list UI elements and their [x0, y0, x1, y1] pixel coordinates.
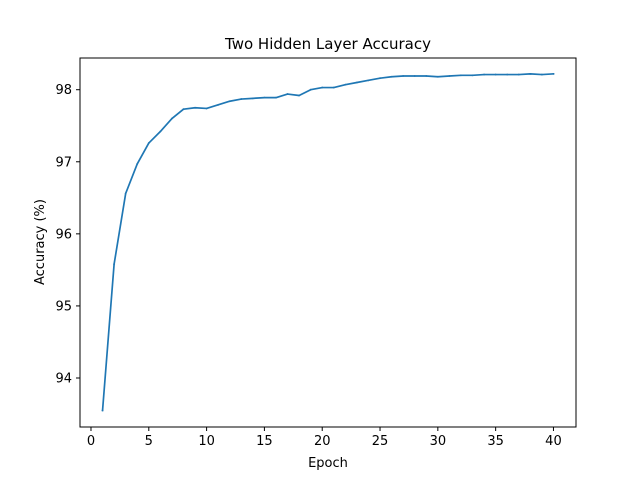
- y-tick-label: 96: [55, 227, 72, 242]
- data-point: [344, 83, 347, 86]
- data-point: [402, 75, 405, 77]
- data-point: [540, 73, 543, 76]
- data-point: [194, 106, 196, 109]
- plot-area: [101, 72, 555, 412]
- data-point: [113, 263, 116, 266]
- data-point: [182, 108, 185, 111]
- x-axis: 0 5 10 15 20 25 30 35 40: [87, 427, 562, 449]
- data-point: [483, 73, 485, 76]
- x-axis-label: Epoch: [308, 456, 348, 471]
- data-point: [217, 103, 220, 106]
- data-point: [379, 77, 381, 80]
- data-point: [263, 96, 266, 99]
- data-point: [205, 107, 208, 110]
- data-point: [228, 100, 231, 103]
- x-tick-label: 0: [87, 434, 95, 449]
- y-tick-label: 98: [55, 83, 72, 98]
- data-point: [367, 79, 370, 82]
- data-point: [529, 72, 532, 75]
- data-point: [240, 98, 243, 100]
- data-point: [425, 75, 428, 77]
- data-point: [471, 74, 474, 77]
- series-line-1: [101, 72, 555, 412]
- x-tick-label: 5: [145, 434, 153, 449]
- data-point: [321, 86, 324, 89]
- data-point: [101, 409, 104, 412]
- y-tick-label: 97: [55, 155, 72, 170]
- y-tick-label: 94: [55, 371, 72, 386]
- data-point: [332, 86, 335, 89]
- axes-frame: [79, 57, 577, 428]
- data-point: [171, 117, 173, 120]
- data-point: [390, 75, 393, 78]
- data-point: [136, 163, 139, 165]
- x-tick-label: 20: [314, 434, 331, 449]
- data-point: [286, 93, 289, 95]
- data-point: [436, 75, 439, 78]
- y-tick-label: 95: [55, 299, 72, 314]
- data-point: [552, 72, 555, 75]
- x-tick-label: 15: [256, 434, 273, 449]
- data-point: [251, 97, 254, 100]
- data-point: [413, 75, 416, 77]
- data-point: [159, 130, 162, 133]
- data-point: [506, 73, 509, 76]
- data-point: [448, 75, 451, 77]
- data-point: [298, 94, 300, 97]
- x-tick-label: 10: [198, 434, 215, 449]
- chart-title: Two Hidden Layer Accuracy: [224, 35, 431, 53]
- data-point: [356, 81, 358, 84]
- x-tick-label: 40: [545, 434, 562, 449]
- data-point: [124, 192, 127, 195]
- data-point: [517, 73, 520, 76]
- x-tick-label: 25: [372, 434, 389, 449]
- data-point: [275, 96, 277, 99]
- data-point: [309, 88, 312, 91]
- data-point: [147, 142, 150, 144]
- x-tick-label: 30: [430, 434, 447, 449]
- y-axis-label: Accuracy (%): [33, 199, 48, 285]
- x-tick-label: 35: [487, 434, 504, 449]
- y-axis: 94 95 96 97 98: [55, 83, 80, 386]
- data-point: [460, 74, 462, 77]
- data-point: [494, 73, 497, 76]
